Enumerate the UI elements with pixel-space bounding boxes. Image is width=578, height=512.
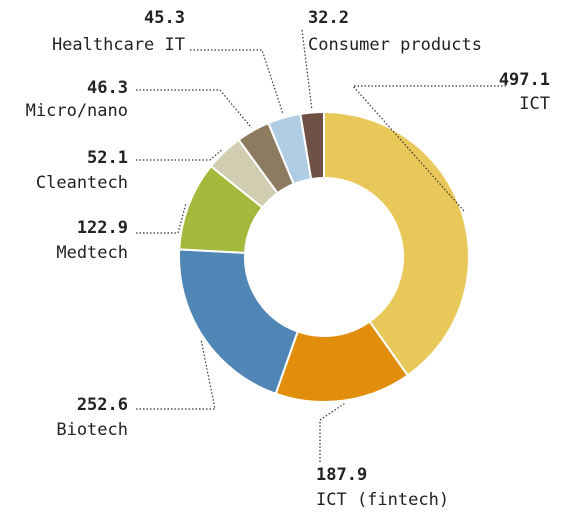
category-label: Medtech — [56, 243, 128, 263]
leader-line — [136, 339, 216, 410]
category-label: ICT (fintech) — [316, 490, 449, 510]
value-label: 497.1 — [499, 70, 550, 90]
category-label: Biotech — [56, 420, 128, 440]
donut-slice — [299, 110, 325, 181]
value-label: 45.3 — [144, 8, 185, 28]
value-label: 122.9 — [77, 218, 128, 238]
category-label: Healthcare IT — [52, 35, 185, 55]
leader-line — [301, 29, 313, 110]
category-label: Consumer products — [308, 35, 482, 55]
category-label: Cleantech — [36, 173, 128, 193]
category-label: Micro/nano — [26, 101, 128, 121]
leader-line — [190, 49, 284, 115]
leader-line — [319, 403, 345, 462]
value-label: 32.2 — [308, 8, 349, 28]
leader-line — [136, 89, 253, 129]
value-label: 52.1 — [87, 148, 128, 168]
value-label: 252.6 — [77, 395, 128, 415]
donut-slice — [323, 110, 471, 377]
value-label: 187.9 — [316, 465, 367, 485]
leader-line — [136, 204, 187, 234]
leader-line — [136, 149, 223, 161]
category-label: ICT — [519, 94, 550, 114]
value-label: 46.3 — [87, 78, 128, 98]
donut-slice — [178, 248, 299, 396]
